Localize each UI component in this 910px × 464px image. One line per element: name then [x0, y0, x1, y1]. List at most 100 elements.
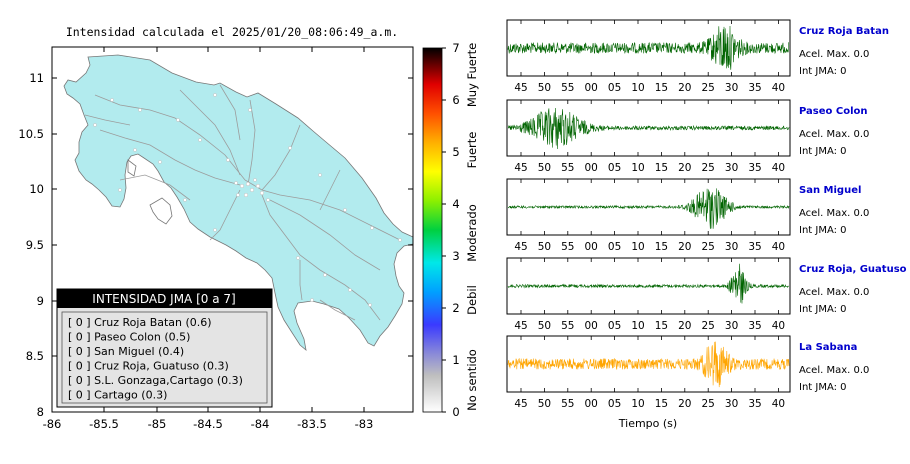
map-x-tick-label: -83.5 [297, 417, 327, 431]
waveform-x-tick-label: 35 [748, 82, 761, 94]
waveform-x-tick-label: 50 [538, 162, 551, 174]
waveform-x-tick-label: 50 [538, 241, 551, 253]
waveform-x-tick-label: 15 [655, 241, 668, 253]
map-x-tick-label: -86 [43, 417, 62, 431]
waveform-x-tick-label: 25 [702, 162, 715, 174]
waveform-x-tick-label: 40 [772, 398, 785, 410]
waveform-x-tick-label: 40 [772, 162, 785, 174]
map-y-tick-label: 8.5 [26, 349, 44, 363]
colorbar-category-label: Fuerte [465, 132, 479, 169]
colorbar-tick-label: 0 [452, 405, 459, 419]
station-name: La Sabana [799, 342, 857, 353]
legend-item: [ 0 ] Cruz Roja, Guatuso (0.3) [68, 360, 229, 373]
station-jma: Int JMA: 0 [799, 146, 847, 157]
station-name: Paseo Colon [799, 106, 868, 117]
waveform-x-tick-label: 00 [585, 82, 598, 94]
waveform-x-tick-label: 30 [725, 82, 738, 94]
waveform-x-tick-label: 35 [748, 320, 761, 332]
colorbar-tick-label: 7 [452, 41, 459, 55]
waveform-x-tick-label: 10 [631, 320, 644, 332]
intensity-colorbar: 0 1 2 3 4 5 6 7 No sentido Debil Moderado Fuerte Mu… [422, 41, 479, 419]
waveform-trace [507, 341, 790, 388]
intensity-legend: INTENSIDAD JMA [0 a 7] [ 0 ] Cruz Roja B… [56, 288, 273, 408]
station-jma: Int JMA: 0 [799, 66, 847, 77]
waveform-x-tick-label: 05 [608, 162, 621, 174]
waveform-x-tick-label: 05 [608, 320, 621, 332]
waveform-x-tick-label: 35 [748, 241, 761, 253]
waveform-x-tick-label: 25 [702, 82, 715, 94]
waveform-x-tick-label: 50 [538, 320, 551, 332]
station-jma: Int JMA: 0 [799, 225, 847, 236]
waveform-x-tick-label: 40 [772, 82, 785, 94]
map-y-tick-label: 9.5 [26, 238, 44, 252]
map-x-tick-label: -84 [251, 417, 270, 431]
colorbar-tick-label: 1 [452, 353, 459, 367]
colorbar-category-label: No sentido [465, 349, 479, 411]
waveform-panel: 45 50 55 00 05 10 15 20 25 30 35 40 Paseo Colon Acel.… [506, 99, 869, 174]
waveform-x-tick-label: 30 [725, 398, 738, 410]
waveform-panel: 45 50 55 00 05 10 15 20 25 30 35 40 San Miguel Acel. … [506, 178, 869, 253]
map-y-tick-label: 11 [29, 71, 44, 85]
waveform-panel: 45 50 55 00 05 10 15 20 25 30 35 40 Cruz Roja Batan A… [506, 19, 889, 94]
waveform-x-tick-label: 15 [655, 320, 668, 332]
colorbar-tick-label: 3 [452, 249, 459, 263]
waveform-x-tick-label: 25 [702, 320, 715, 332]
legend-title: INTENSIDAD JMA [0 a 7] [92, 292, 235, 306]
waveform-x-tick-label: 40 [772, 241, 785, 253]
waveform-x-tick-label: 20 [678, 82, 691, 94]
station-name: San Miguel [799, 185, 861, 196]
station-accel: Acel. Max. 0.0 [799, 208, 869, 219]
waveform-trace [507, 107, 790, 150]
waveform-x-tick-label: 25 [702, 241, 715, 253]
waveform-x-tick-label: 45 [514, 162, 527, 174]
waveform-x-tick-label: 15 [655, 162, 668, 174]
map-title: Intensidad calculada el 2025/01/20_08:06… [66, 25, 398, 39]
waveform-x-tick-label: 50 [538, 398, 551, 410]
colorbar-category-label: Muy Fuerte [465, 43, 479, 107]
map-x-axis: -86 -85.5 -85 -84.5 -84 -83.5 -83 [43, 47, 374, 431]
waveform-x-tick-label: 45 [514, 398, 527, 410]
map-x-tick-label: -84.5 [193, 417, 223, 431]
station-accel: Acel. Max. 0.0 [799, 49, 869, 60]
waveform-x-tick-label: 05 [608, 398, 621, 410]
waveform-x-tick-label: 10 [631, 398, 644, 410]
waveform-x-tick-label: 35 [748, 162, 761, 174]
station-name: Cruz Roja Batan [799, 26, 889, 37]
colorbar-category-label: Moderado [465, 204, 479, 261]
waveform-x-tick-label: 55 [561, 398, 574, 410]
map-x-tick-label: -83 [355, 417, 374, 431]
map-y-tick-label: 8 [37, 405, 44, 419]
waveform-panels: 45 50 55 00 05 10 15 20 25 30 35 40 Cruz Roja Batan A… [506, 19, 907, 410]
waveform-x-tick-label: 05 [608, 82, 621, 94]
waveform-panel: 45 50 55 00 05 10 15 20 25 30 35 40 La Sabana Acel. M… [506, 335, 869, 410]
waveform-x-tick-label: 10 [631, 162, 644, 174]
waveform-x-tick-label: 10 [631, 241, 644, 253]
waveform-x-tick-label: 20 [678, 162, 691, 174]
waveform-x-tick-label: 20 [678, 320, 691, 332]
waveform-x-tick-label: 30 [725, 241, 738, 253]
map-y-tick-label: 9 [37, 294, 44, 308]
waveform-x-tick-label: 25 [702, 398, 715, 410]
map-y-tick-label: 10.5 [18, 127, 44, 141]
colorbar-tick-label: 5 [452, 145, 459, 159]
waveform-x-tick-label: 45 [514, 241, 527, 253]
waveform-x-tick-label: 00 [585, 241, 598, 253]
waveform-x-tick-label: 50 [538, 82, 551, 94]
station-jma: Int JMA: 0 [799, 304, 847, 315]
waveform-x-tick-label: 55 [561, 162, 574, 174]
station-accel: Acel. Max. 0.0 [799, 365, 869, 376]
waveform-x-tick-label: 40 [772, 320, 785, 332]
waveform-x-tick-label: 00 [585, 162, 598, 174]
colorbar-category-label: Debil [465, 285, 479, 315]
station-accel: Acel. Max. 0.0 [799, 287, 869, 298]
waveform-x-tick-label: 00 [585, 398, 598, 410]
colorbar-tick-label: 6 [452, 93, 459, 107]
map-y-axis: 11 10.5 10 9.5 9 8.5 8 [18, 71, 413, 419]
waveform-x-tick-label: 55 [561, 82, 574, 94]
colorbar-tick-label: 4 [452, 197, 459, 211]
waveform-panel: 45 50 55 00 05 10 15 20 25 30 35 40 Cruz Roja, Guatu… [506, 257, 907, 332]
legend-item: [ 0 ] Cruz Roja Batan (0.6) [68, 316, 212, 329]
legend-item: [ 0 ] Cartago (0.3) [68, 389, 167, 402]
colorbar-tick-label: 2 [452, 301, 459, 315]
